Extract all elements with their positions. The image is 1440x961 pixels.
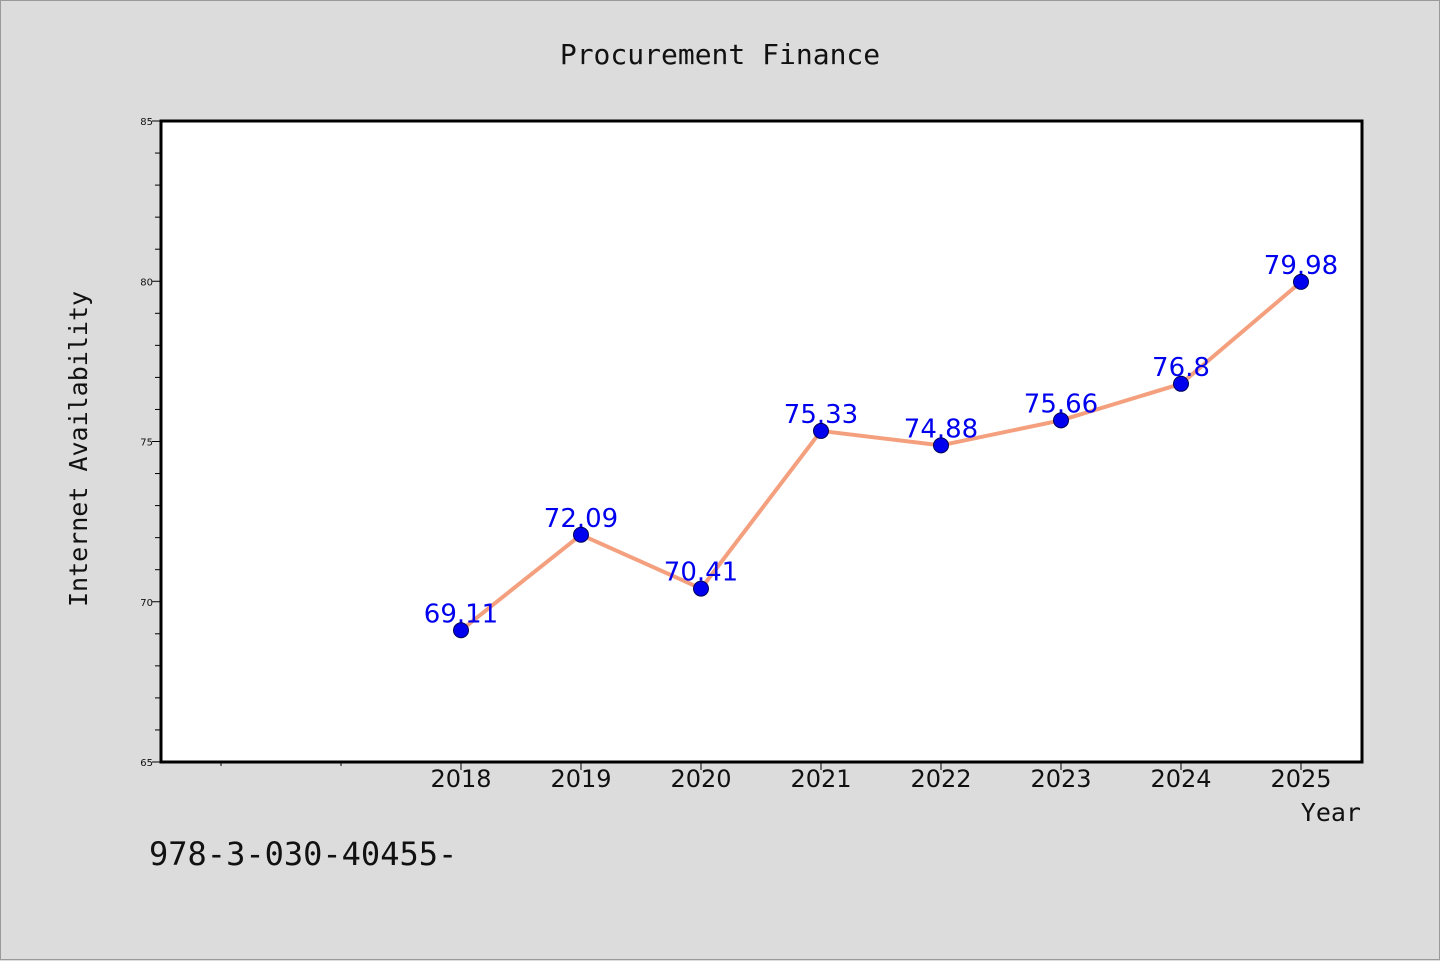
x-tick-label: 2020 [670, 765, 731, 793]
x-tick-label: 2025 [1270, 765, 1331, 793]
y-tick-label: 70 [140, 598, 153, 609]
data-point [453, 622, 469, 639]
x-tick-label: 2022 [910, 765, 971, 793]
data-point [1053, 412, 1069, 429]
data-point [1293, 273, 1309, 290]
data-point [813, 422, 829, 439]
x-tick-label: 2023 [1030, 765, 1091, 793]
series-line [459, 279, 1303, 633]
x-tick-label: 2024 [1150, 765, 1211, 793]
y-axis-label: Internet Availability [64, 291, 93, 607]
x-tick-label: 2021 [790, 765, 851, 793]
data-point [693, 580, 709, 597]
y-tick-label: 75 [140, 438, 153, 449]
data-point [573, 526, 589, 543]
y-tick-label: 80 [140, 277, 153, 288]
x-tick-label: 2018 [430, 765, 491, 793]
y-axis: 65 70 75 80 85 [140, 117, 161, 769]
plot-area [159, 119, 1364, 764]
isbn-text: 978-3-030-40455- [149, 835, 457, 873]
x-tick-label: 2019 [550, 765, 611, 793]
y-tick-label: 65 [140, 758, 153, 769]
data-point [933, 437, 949, 454]
x-axis-label: Year [1301, 798, 1361, 827]
data-point [1173, 375, 1189, 392]
x-axis: 2018 2019 2020 2021 2022 2023 2024 2025 [220, 762, 1332, 793]
y-tick-label: 85 [140, 117, 153, 128]
chart-title: Procurement Finance [560, 38, 880, 71]
